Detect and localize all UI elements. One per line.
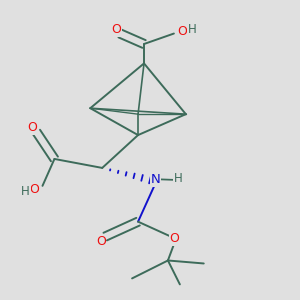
Text: H: H — [174, 172, 183, 185]
Text: O: O — [169, 232, 179, 245]
Text: O: O — [27, 121, 37, 134]
Text: O: O — [112, 23, 122, 37]
Text: H: H — [21, 185, 30, 198]
Text: O: O — [30, 183, 40, 196]
Text: O: O — [96, 235, 106, 248]
Text: N: N — [151, 173, 160, 186]
Text: H: H — [188, 23, 196, 37]
Text: O: O — [177, 25, 187, 38]
